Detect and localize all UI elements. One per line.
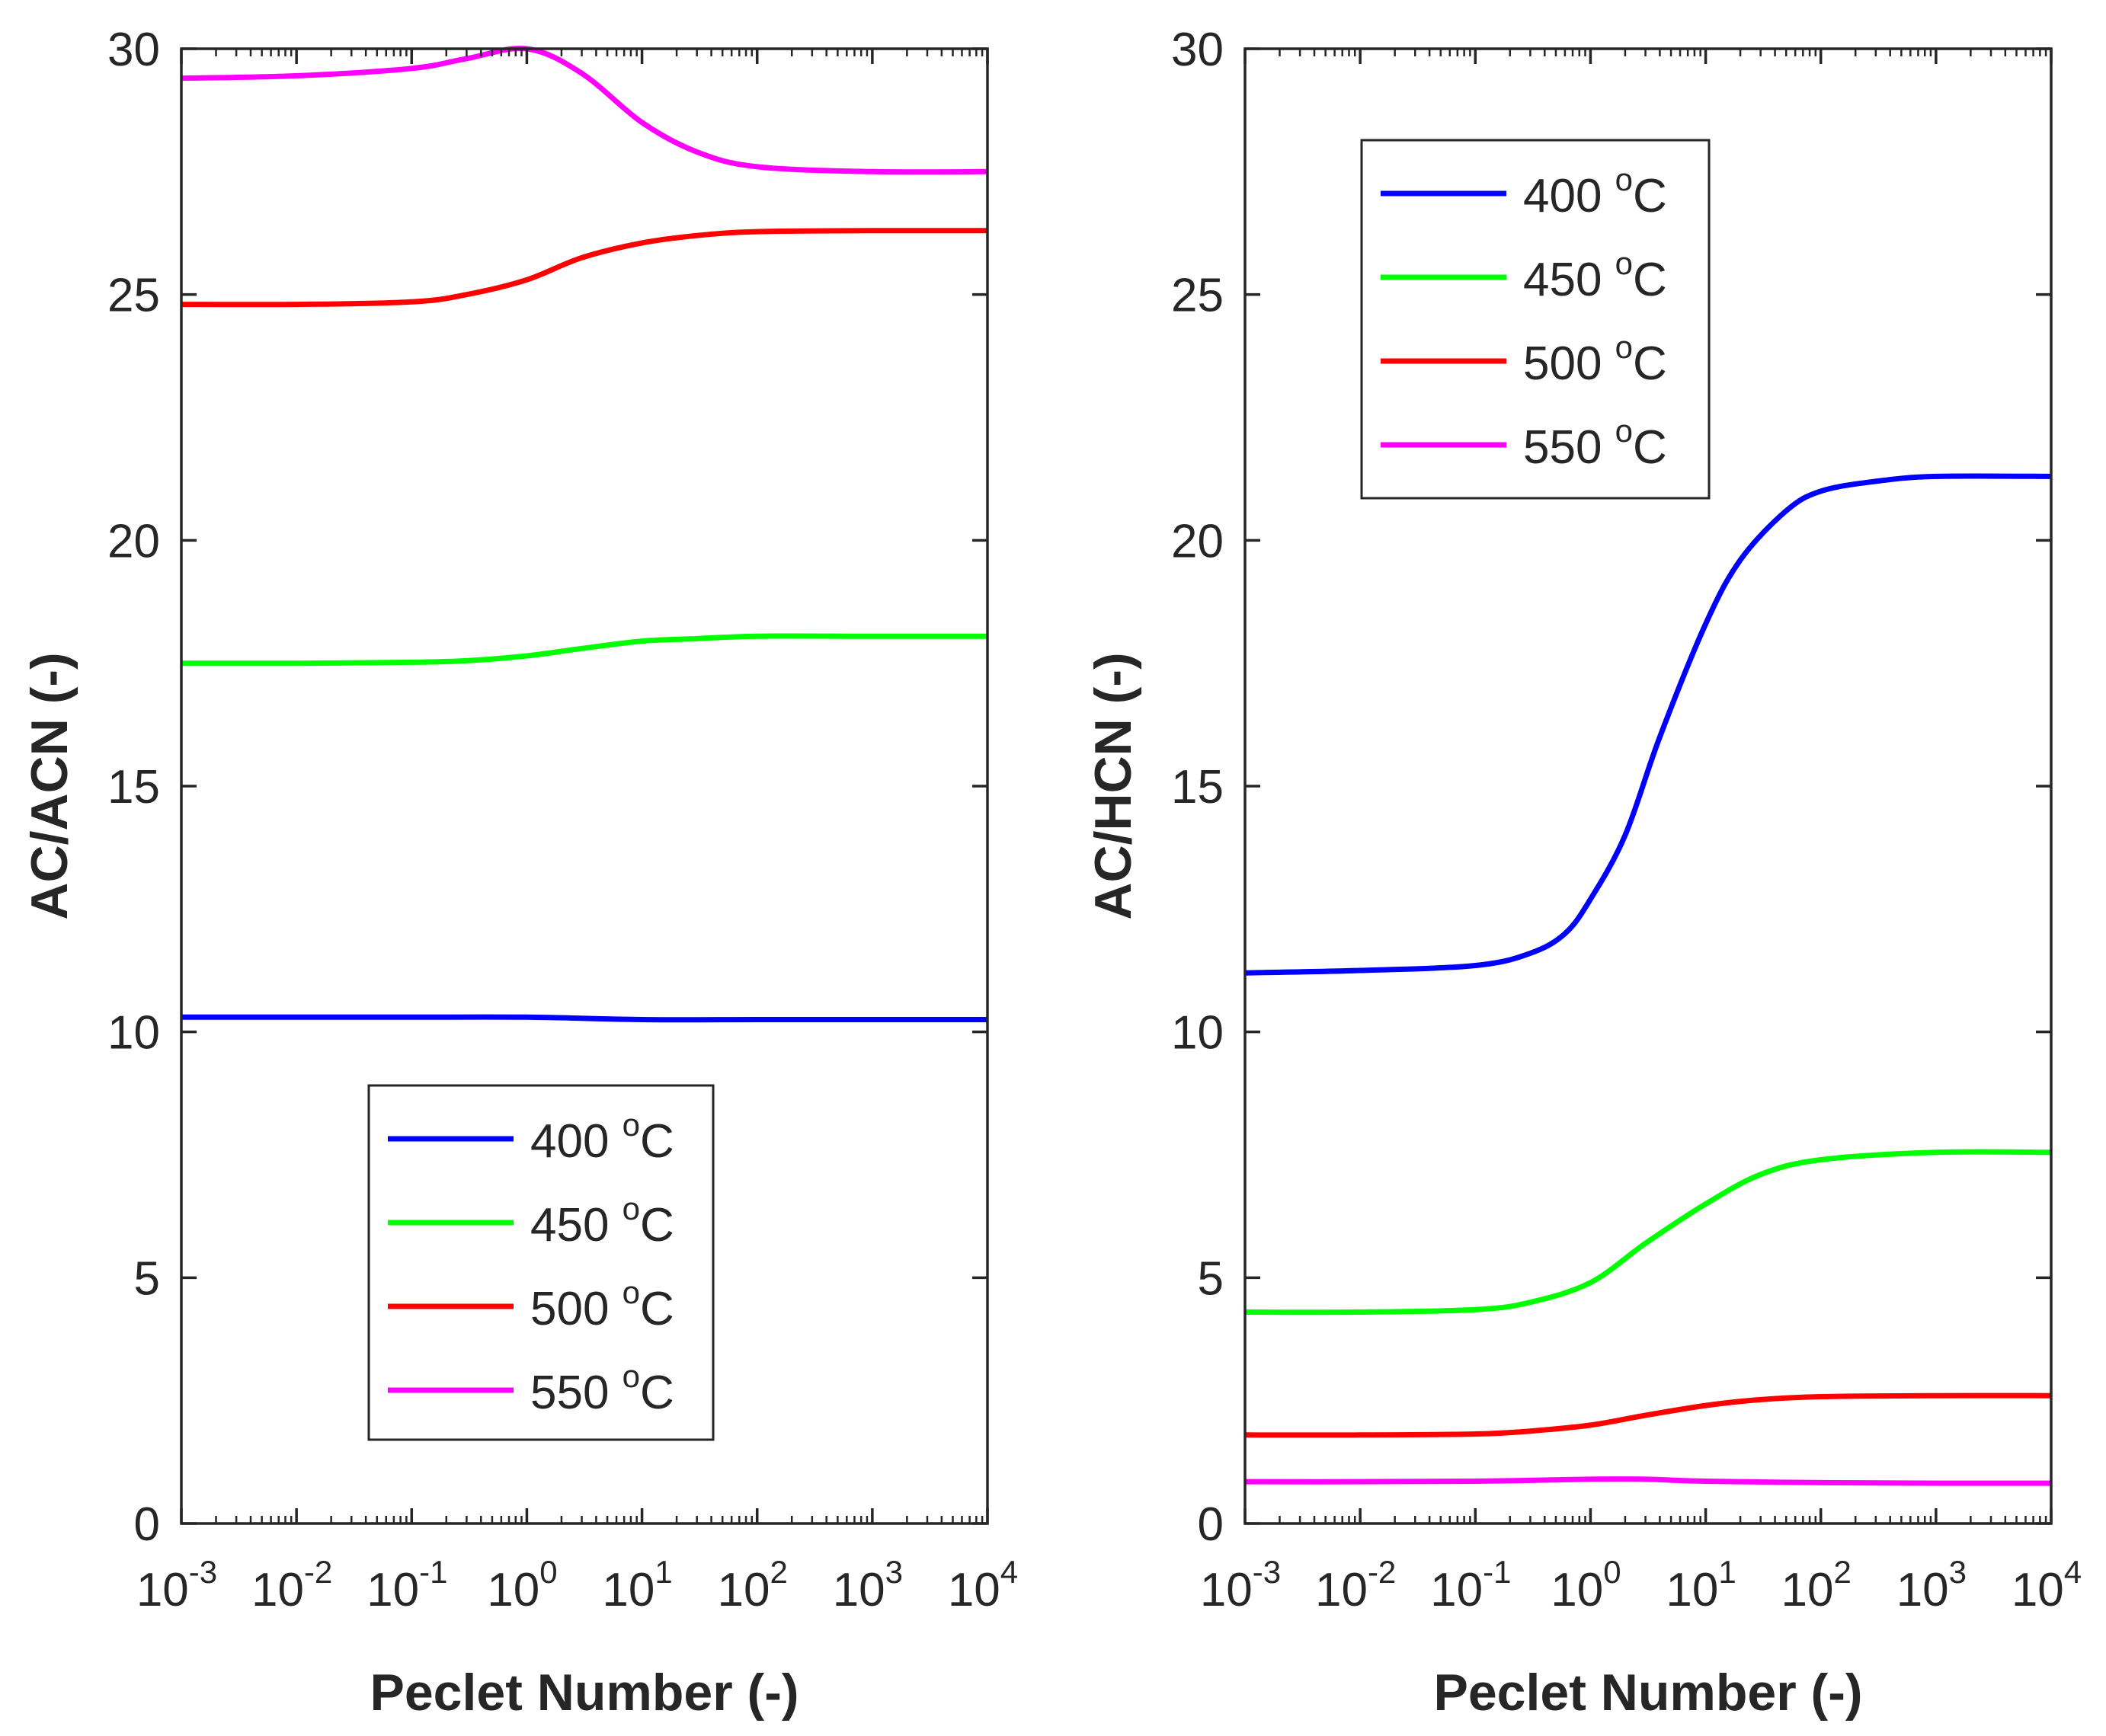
x-tick-label: 102 [718,1554,788,1616]
legend-box [367,1084,715,1441]
series-line-450 [1244,1149,2052,1316]
series-line-550 [181,45,988,175]
legend-label-550: 550 oC [1523,413,1667,474]
legend-label-500: 500 oC [530,1274,674,1335]
y-tick-label: 10 [1171,1007,1224,1060]
x-tick-label: 103 [833,1554,903,1616]
series-line-500 [181,228,988,308]
x-tick-label: 10-3 [136,1554,217,1616]
y-tick-label: 30 [1171,24,1224,76]
y-tick-label: 5 [1198,1252,1224,1305]
x-axis-label: Peclet Number (-) [370,1664,799,1722]
x-tick-label: 10-2 [251,1554,332,1616]
y-tick-label: 0 [134,1498,160,1551]
x-tick-label: 10-1 [1430,1554,1511,1616]
y-tick-label: 10 [107,1007,160,1060]
y-tick-label: 20 [107,515,160,567]
legend: 400 oC 450 oC 500 oC 550 oC [1360,139,1711,500]
series-line-550 [1244,1476,2052,1486]
legend-label-550: 550 oC [530,1358,674,1419]
series-line-400 [1244,473,2052,976]
series-line-450 [181,633,987,667]
legend-box [1360,139,1711,500]
legend-label-450: 450 oC [1523,245,1667,306]
legend-label-400: 400 oC [1523,161,1667,222]
chart-panel-2: 0 5 10 15 20 25 30 10-3 10-2 10-1 100 101 102 103 104 P… [1084,24,2082,1722]
y-axis-label: AC/HCN (-) [1084,652,1142,919]
y-tick-label: 5 [134,1252,160,1305]
x-tick-label: 101 [602,1554,672,1616]
x-tick-label: 100 [1551,1554,1621,1616]
legend-label-500: 500 oC [1523,329,1667,390]
x-tick-label: 104 [948,1554,1018,1616]
x-tick-label: 10-2 [1315,1554,1396,1616]
x-tick-label: 100 [487,1554,557,1616]
y-tick-label: 25 [1171,270,1224,322]
chart-panel-1: 0 5 10 15 20 25 30 10-3 10-2 10-1 100 101 102 103 104 P… [21,24,1018,1722]
x-axis-label: Peclet Number (-) [1434,1664,1863,1722]
x-tick-label: 10-3 [1200,1554,1281,1616]
x-tick-label: 101 [1666,1554,1736,1616]
x-tick-label: 104 [2012,1554,2082,1616]
y-tick-label: 25 [107,270,160,322]
legend-label-450: 450 oC [530,1191,674,1252]
legend-label-400: 400 oC [530,1107,674,1168]
y-tick-label: 20 [1171,515,1224,567]
y-tick-label: 15 [1171,761,1224,814]
x-tick-label: 10-1 [366,1554,447,1616]
y-axis-label: AC/ACN (-) [21,652,78,919]
x-tick-label: 102 [1781,1554,1852,1616]
legend: 400 oC 450 oC 500 oC 550 oC [367,1084,715,1441]
x-tick-label: 103 [1896,1554,1967,1616]
series-line-500 [1244,1392,2052,1438]
y-tick-label: 0 [1198,1498,1224,1551]
y-tick-label: 30 [107,24,160,76]
series-line-400 [181,1014,987,1023]
y-tick-label: 15 [107,761,160,814]
